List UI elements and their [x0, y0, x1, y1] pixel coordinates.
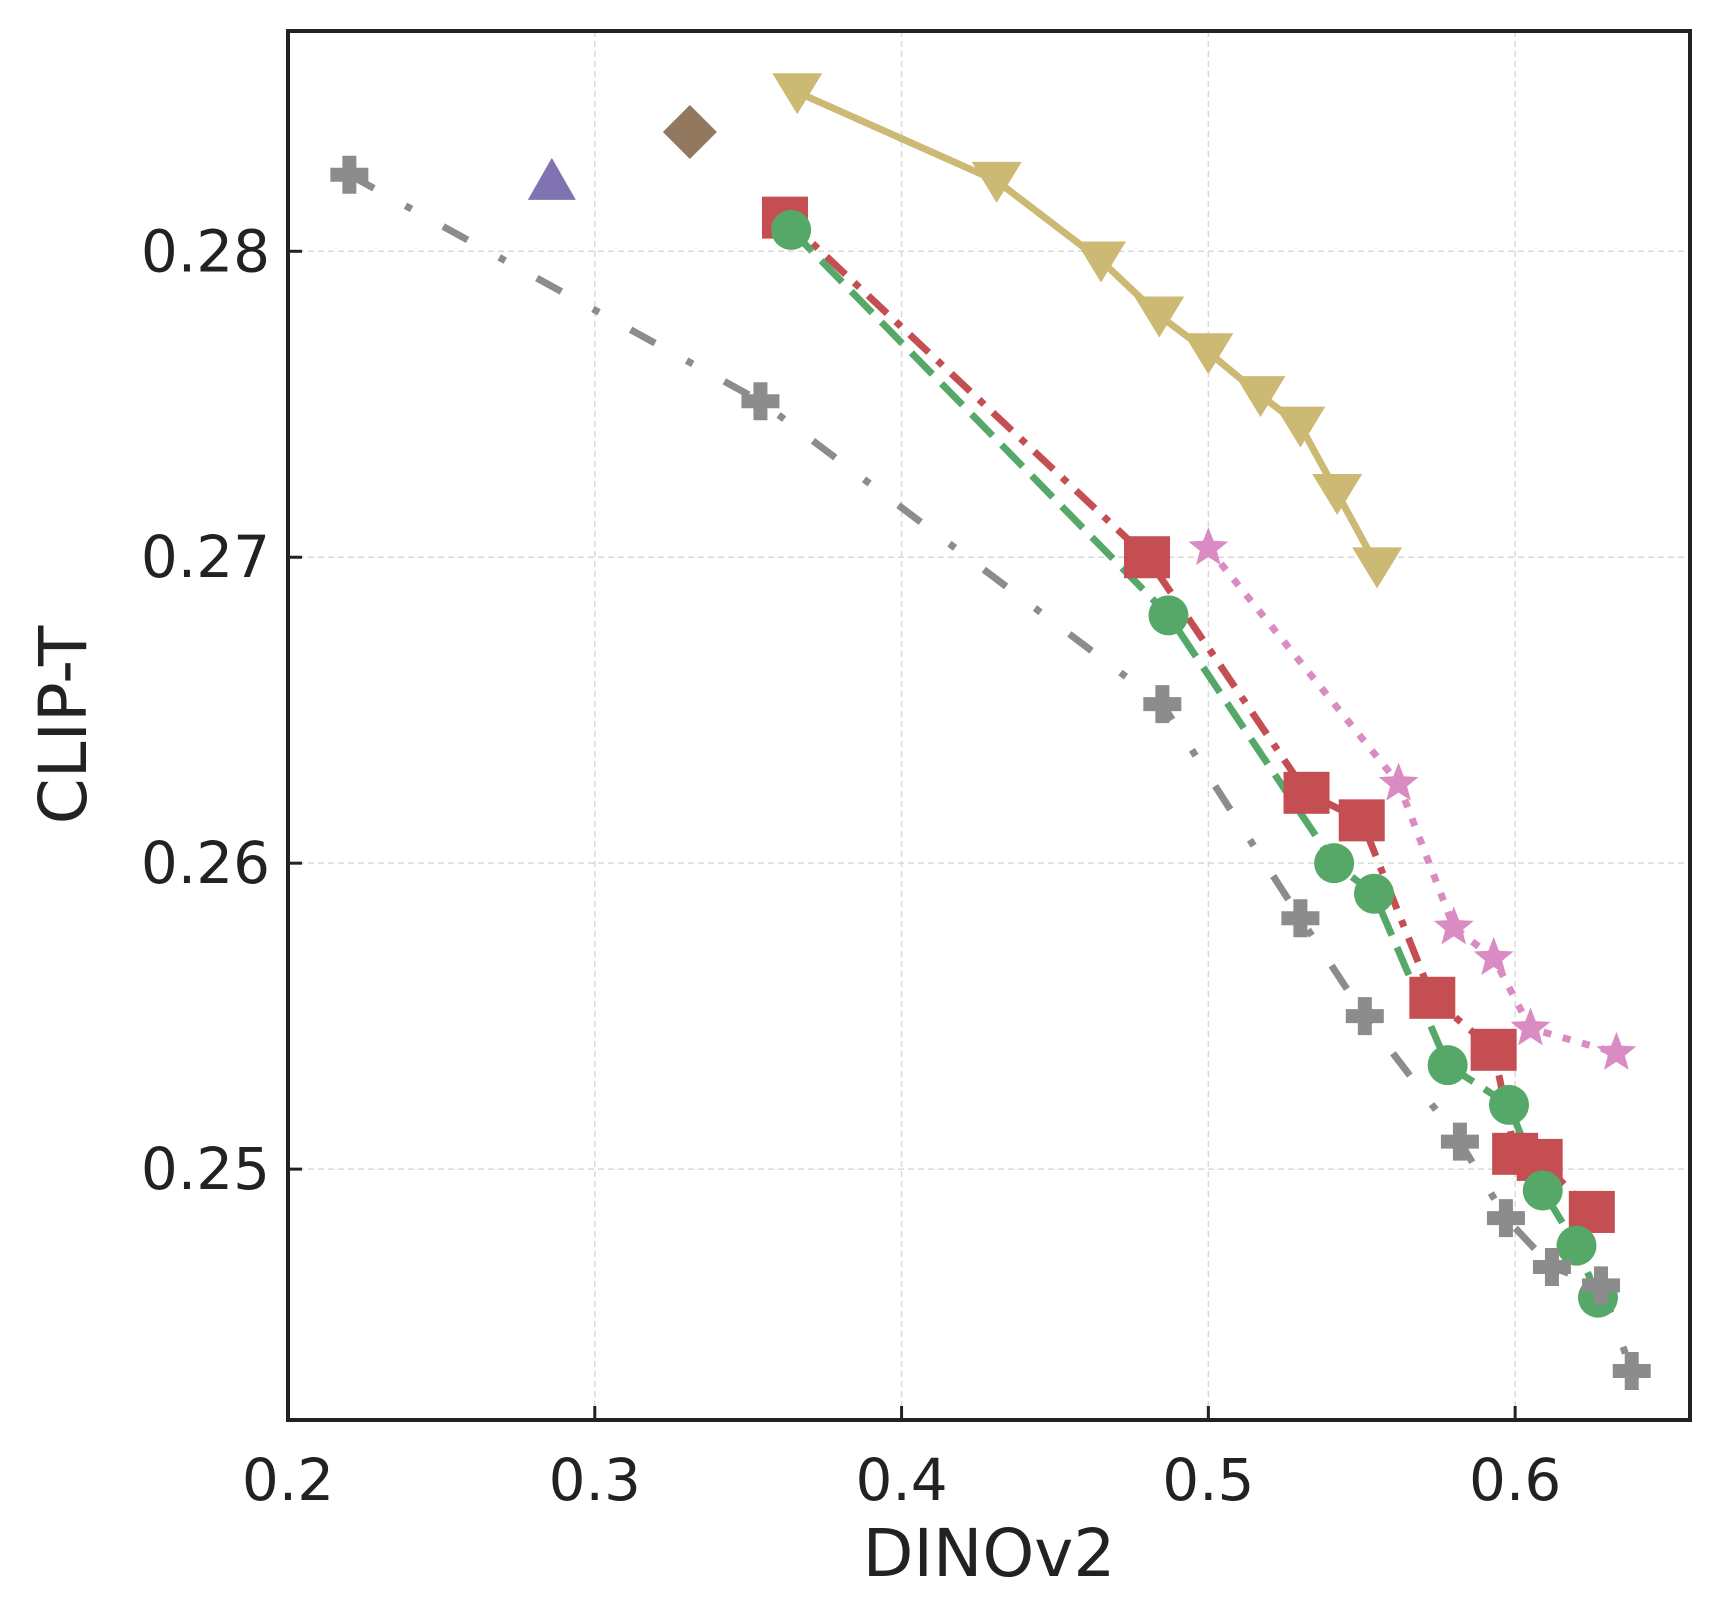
y-tick-label: 0.28: [141, 217, 270, 285]
star-marker: [1188, 527, 1229, 565]
circle-marker: [1148, 595, 1189, 636]
star-marker: [1510, 1007, 1551, 1046]
triangle-down-marker: [971, 161, 1022, 203]
square-marker: [1338, 799, 1385, 842]
x-tick-label: 0.2: [242, 1446, 334, 1514]
triangle-down-marker: [1235, 376, 1286, 418]
x-tick-label: 0.3: [549, 1446, 641, 1514]
star-marker: [1596, 1031, 1637, 1070]
y-tick-label: 0.26: [141, 829, 270, 897]
triangle-down-marker: [1075, 241, 1126, 283]
plot-frame: [286, 29, 1692, 1422]
triangle-down-marker: [772, 73, 823, 115]
triangle-up-marker: [527, 157, 576, 200]
circle-marker: [1488, 1084, 1529, 1125]
axis-ticks: [286, 249, 1517, 1420]
y-tick-label: 0.27: [141, 523, 270, 591]
circle-marker: [1556, 1225, 1597, 1266]
triangle-down-marker: [1312, 473, 1363, 515]
x-axis-title: DINOv2: [863, 1515, 1116, 1592]
plus-marker: [1281, 899, 1320, 938]
plus-marker: [1532, 1248, 1571, 1287]
star-marker: [1433, 906, 1474, 945]
square-marker: [1123, 536, 1170, 579]
plus-marker: [1440, 1122, 1479, 1161]
triangle-down-marker: [1183, 333, 1234, 375]
plus-marker: [1612, 1352, 1651, 1391]
circle-marker: [1522, 1170, 1563, 1211]
x-tick-label: 0.5: [1162, 1446, 1254, 1514]
plus-marker: [1582, 1266, 1621, 1305]
series-line: [1205, 545, 1618, 1057]
tick-labels: 0.2 0.3 0.4 0.5 0.6 0.25 0.26 0.27 0.28: [141, 217, 1561, 1514]
triangle-down-marker: [1275, 406, 1326, 448]
y-tick-label: 0.25: [141, 1135, 270, 1203]
plus-marker: [1345, 997, 1384, 1036]
circle-marker: [1354, 873, 1395, 914]
x-tick-label: 0.4: [855, 1446, 947, 1514]
triangle-down-marker: [1134, 296, 1185, 338]
circle-marker: [1314, 843, 1355, 884]
star-marker: [1378, 762, 1419, 801]
diamond-marker: [662, 104, 717, 159]
plus-marker: [1143, 685, 1182, 724]
series-markers: [330, 73, 1651, 1391]
grid: [288, 31, 1690, 1420]
y-axis-title: CLIP-T: [25, 625, 102, 824]
square-marker: [1283, 771, 1330, 814]
triangle-down-marker: [1352, 547, 1403, 589]
square-marker: [1470, 1028, 1517, 1071]
star-marker: [1473, 937, 1514, 975]
plus-marker: [741, 382, 780, 421]
circle-marker: [1427, 1045, 1468, 1086]
plus-marker: [330, 155, 369, 194]
circle-marker: [771, 209, 812, 250]
plus-marker: [1486, 1199, 1525, 1238]
square-marker: [1409, 976, 1456, 1019]
x-tick-label: 0.6: [1469, 1446, 1561, 1514]
